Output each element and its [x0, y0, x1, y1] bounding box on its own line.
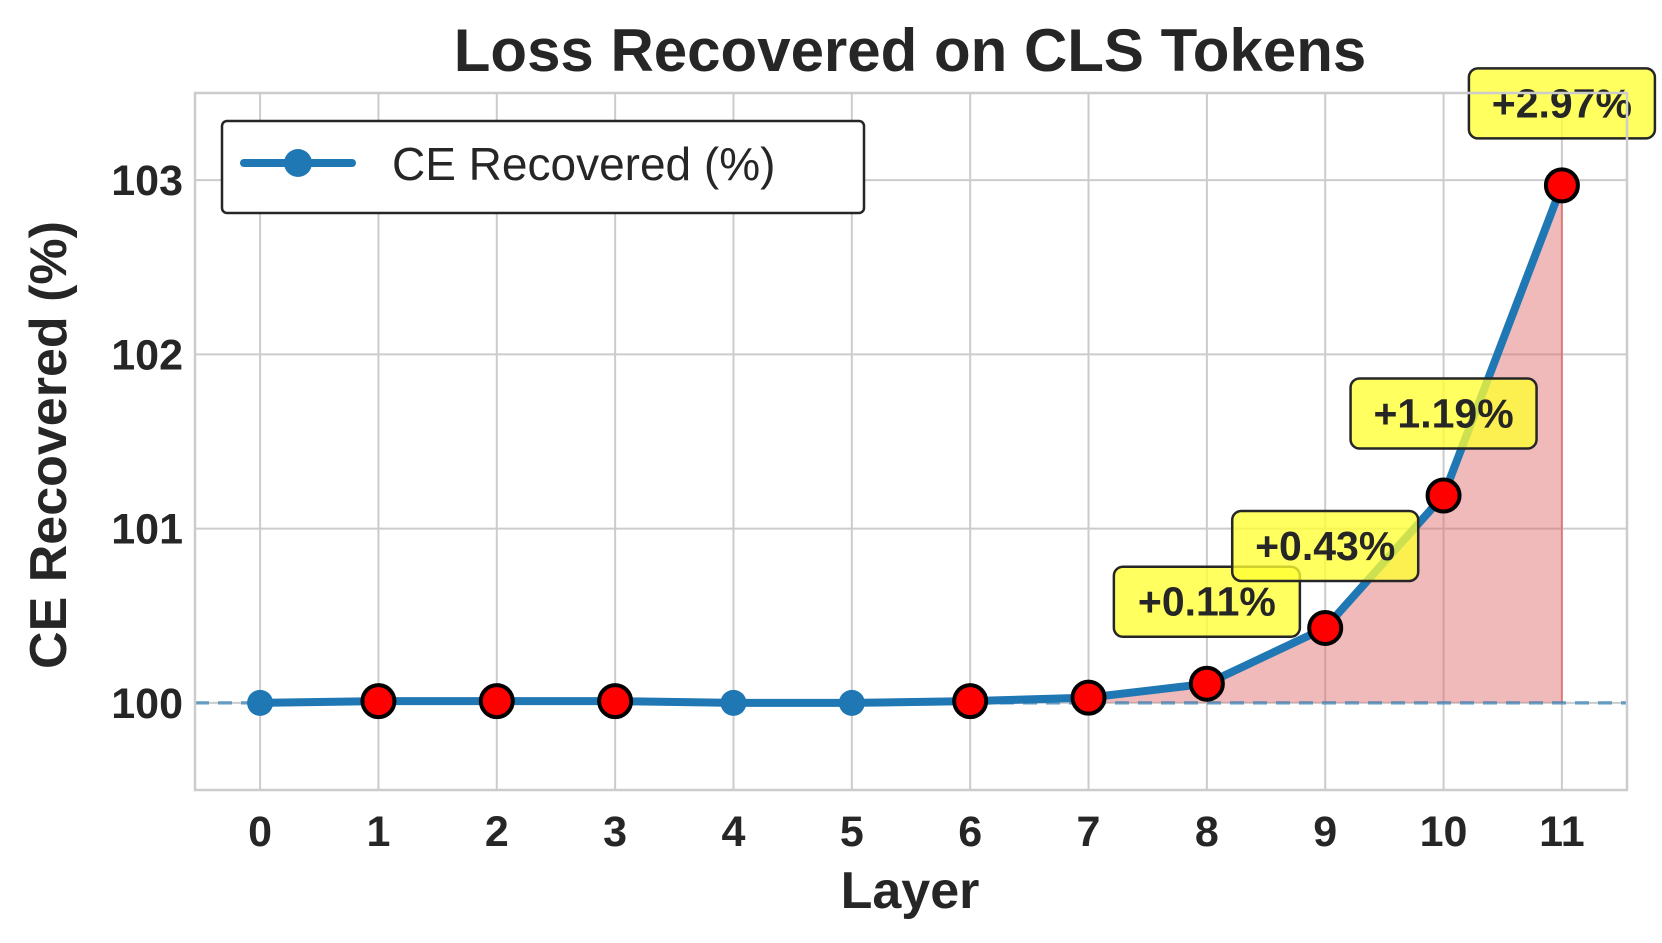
- data-point: [247, 689, 274, 716]
- x-tick-label: 10: [1420, 808, 1468, 856]
- highlight-point: [478, 683, 515, 720]
- y-tick-label: 103: [111, 157, 183, 205]
- legend: CE Recovered (%): [220, 119, 866, 215]
- highlight-point: [1543, 167, 1580, 204]
- x-tick-label: 1: [366, 808, 390, 856]
- data-point: [720, 689, 747, 716]
- y-axis-label: CE Recovered (%): [20, 221, 78, 669]
- annotation-box: [1467, 67, 1657, 140]
- highlight-point: [1188, 665, 1225, 702]
- x-tick-label: 6: [958, 808, 982, 856]
- legend-box: [220, 119, 866, 215]
- x-tick-label: 7: [1077, 808, 1101, 856]
- legend-label: CE Recovered (%): [392, 138, 775, 190]
- annotation-box: [1349, 377, 1538, 450]
- x-tick-label: 11: [1539, 808, 1584, 856]
- y-tick-label: 101: [111, 506, 183, 554]
- x-tick-label: 3: [603, 808, 627, 856]
- annotation-box: [1112, 565, 1302, 638]
- y-tick-label: 100: [111, 680, 183, 728]
- annotation-box: [1230, 509, 1420, 583]
- annotation-label: +0.11%: [1138, 579, 1276, 625]
- y-tick-label: 102: [111, 331, 183, 379]
- legend-marker-swatch: [284, 149, 312, 177]
- x-tick-label: 9: [1313, 808, 1337, 856]
- tick-labels: 0 1 2 3 4 5 6 7 8 9 10 11 100 101 102 103: [111, 157, 1584, 856]
- annotation: +2.97%: [1467, 67, 1657, 140]
- chart-title: Loss Recovered on CLS Tokens: [454, 17, 1366, 84]
- annotation-label: +0.43%: [1255, 523, 1395, 569]
- highlight-point: [952, 683, 989, 720]
- x-tick-label: 8: [1195, 808, 1219, 856]
- series-path: [256, 181, 1566, 707]
- improvement-fill: [1088, 185, 1562, 703]
- annotation: +0.11%: [1112, 565, 1302, 638]
- annotation: +1.19%: [1349, 377, 1538, 450]
- x-tick-label: 2: [485, 808, 509, 856]
- annotation: +0.43%: [1230, 509, 1420, 583]
- highlight-point: [1307, 609, 1344, 646]
- annotations: +0.11% +0.43% +1.19% +2.97%: [1112, 67, 1657, 638]
- highlight-point: [597, 683, 634, 720]
- annotation-label: +1.19%: [1373, 391, 1513, 437]
- annotation-label: +2.97%: [1492, 80, 1632, 126]
- highlight-point: [1425, 477, 1462, 514]
- x-tick-label: 4: [722, 808, 746, 856]
- highlight-point: [360, 683, 397, 720]
- x-tick-label: 5: [840, 808, 864, 856]
- data-point: [838, 689, 865, 716]
- x-axis-label: Layer: [841, 862, 980, 920]
- highlight-point: [1070, 679, 1107, 716]
- series-line: [256, 181, 1566, 707]
- plot-frame: [193, 91, 1629, 792]
- markers: [247, 167, 1580, 720]
- x-tick-label: 0: [248, 808, 272, 856]
